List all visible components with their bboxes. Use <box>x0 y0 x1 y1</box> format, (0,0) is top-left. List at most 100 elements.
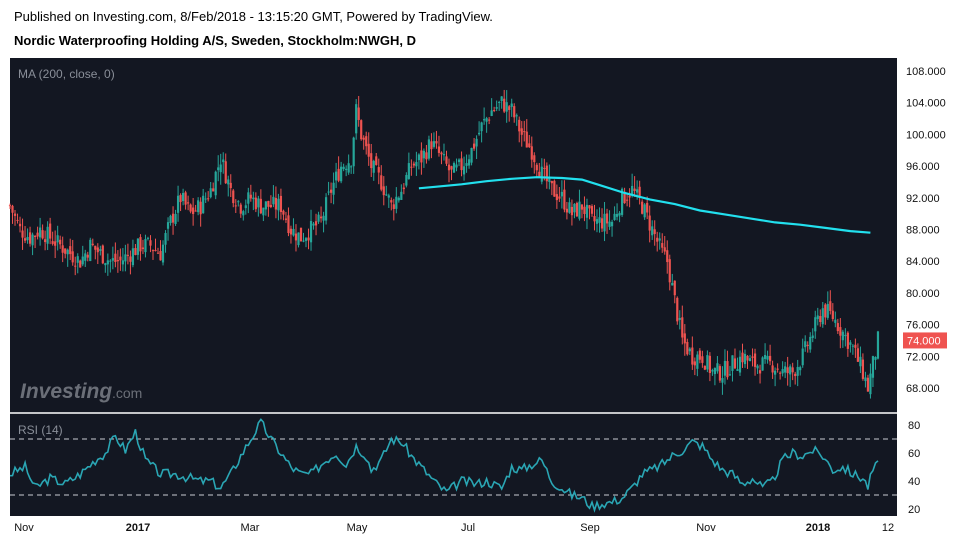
candle-body <box>829 301 832 311</box>
candle-body <box>232 190 235 204</box>
candle-body <box>59 239 62 245</box>
candle-body <box>352 137 355 167</box>
candle-body <box>405 174 408 186</box>
candle-body <box>641 201 644 214</box>
candle-body <box>786 367 789 374</box>
candle-body <box>229 182 232 189</box>
candle-body <box>478 132 481 135</box>
candle-body <box>427 139 431 159</box>
candle-body <box>610 221 614 227</box>
candle-body <box>861 359 865 379</box>
candle-body <box>573 203 576 213</box>
candle-body <box>287 215 290 233</box>
candle-body <box>345 168 348 170</box>
candle-body <box>207 198 210 200</box>
price-tick-label: 104.000 <box>906 98 946 110</box>
candle-body <box>678 318 681 320</box>
candle-body <box>96 247 99 253</box>
candle-body <box>876 331 880 359</box>
candle-body <box>154 250 157 252</box>
candle-body <box>54 241 57 246</box>
candle-body <box>631 185 634 195</box>
candle-body <box>457 159 461 163</box>
candle-body <box>420 150 423 163</box>
rsi-tick-label: 20 <box>908 504 920 516</box>
candle-body <box>483 119 486 121</box>
candle-body <box>146 237 150 239</box>
candle-body <box>174 213 177 224</box>
candle-body <box>192 207 195 214</box>
candle-body <box>836 323 839 332</box>
candle-body <box>600 218 604 229</box>
candle-body <box>284 218 288 220</box>
candle-body <box>129 256 132 262</box>
candle-body <box>831 310 834 320</box>
candle-body <box>440 152 443 155</box>
candle-body <box>390 200 393 203</box>
candle-body <box>839 327 842 336</box>
candle-body <box>563 189 566 210</box>
candle-body <box>656 237 659 242</box>
candle-body <box>392 204 395 209</box>
candle-body <box>187 202 190 204</box>
candle-body <box>615 214 619 217</box>
candle-body <box>490 110 493 117</box>
candle-body <box>252 197 255 200</box>
candle-body <box>716 363 719 372</box>
candle-body <box>824 304 827 318</box>
candle-body <box>819 316 822 323</box>
time-tick-label: Mar <box>241 522 260 534</box>
candle-body <box>462 166 466 175</box>
candle-body <box>134 248 137 256</box>
candle-body <box>748 358 752 362</box>
candle-body <box>254 197 257 210</box>
candle-body <box>568 202 571 213</box>
candle-body <box>314 221 318 226</box>
candle-body <box>618 212 621 216</box>
candle-body <box>432 141 436 147</box>
candle-body <box>425 152 428 160</box>
candle-body <box>267 200 270 207</box>
candle-body <box>864 377 867 382</box>
candle-body <box>319 216 323 219</box>
candle-body <box>535 164 538 171</box>
candle-body <box>149 240 152 246</box>
candle-body <box>626 199 629 201</box>
candle-body <box>347 163 350 173</box>
candle-body <box>533 155 536 163</box>
candle-body <box>23 238 27 241</box>
candle-body <box>387 195 390 198</box>
candle-body <box>257 198 260 208</box>
candle-body <box>774 370 777 375</box>
candle-body <box>743 353 747 365</box>
candle-body <box>272 196 275 205</box>
candle-body <box>460 158 463 171</box>
candle-body <box>758 370 762 374</box>
candle-body <box>500 96 503 101</box>
candle-body <box>753 353 757 367</box>
candle-body <box>794 373 797 377</box>
time-tick-label: Nov <box>696 522 716 534</box>
candle-body <box>854 344 857 348</box>
candle-body <box>31 234 34 246</box>
candle-body <box>342 166 345 170</box>
candle-body <box>470 147 473 163</box>
candle-body <box>633 188 636 191</box>
candle-body <box>355 104 358 134</box>
candle-body <box>661 243 664 248</box>
candle-body <box>620 188 624 215</box>
candle-body <box>570 206 574 216</box>
candle-body <box>768 355 772 362</box>
candle-body <box>741 352 744 363</box>
candle-body <box>553 180 556 197</box>
candle-body <box>66 249 69 255</box>
candle-body <box>718 366 722 381</box>
candle-body <box>136 238 140 255</box>
candle-body <box>370 153 373 169</box>
candle-body <box>676 297 679 322</box>
rsi-pane: RSI (14) <box>9 418 897 513</box>
candle-body <box>397 197 400 201</box>
candle-body <box>299 227 303 242</box>
candle-body <box>520 128 523 135</box>
